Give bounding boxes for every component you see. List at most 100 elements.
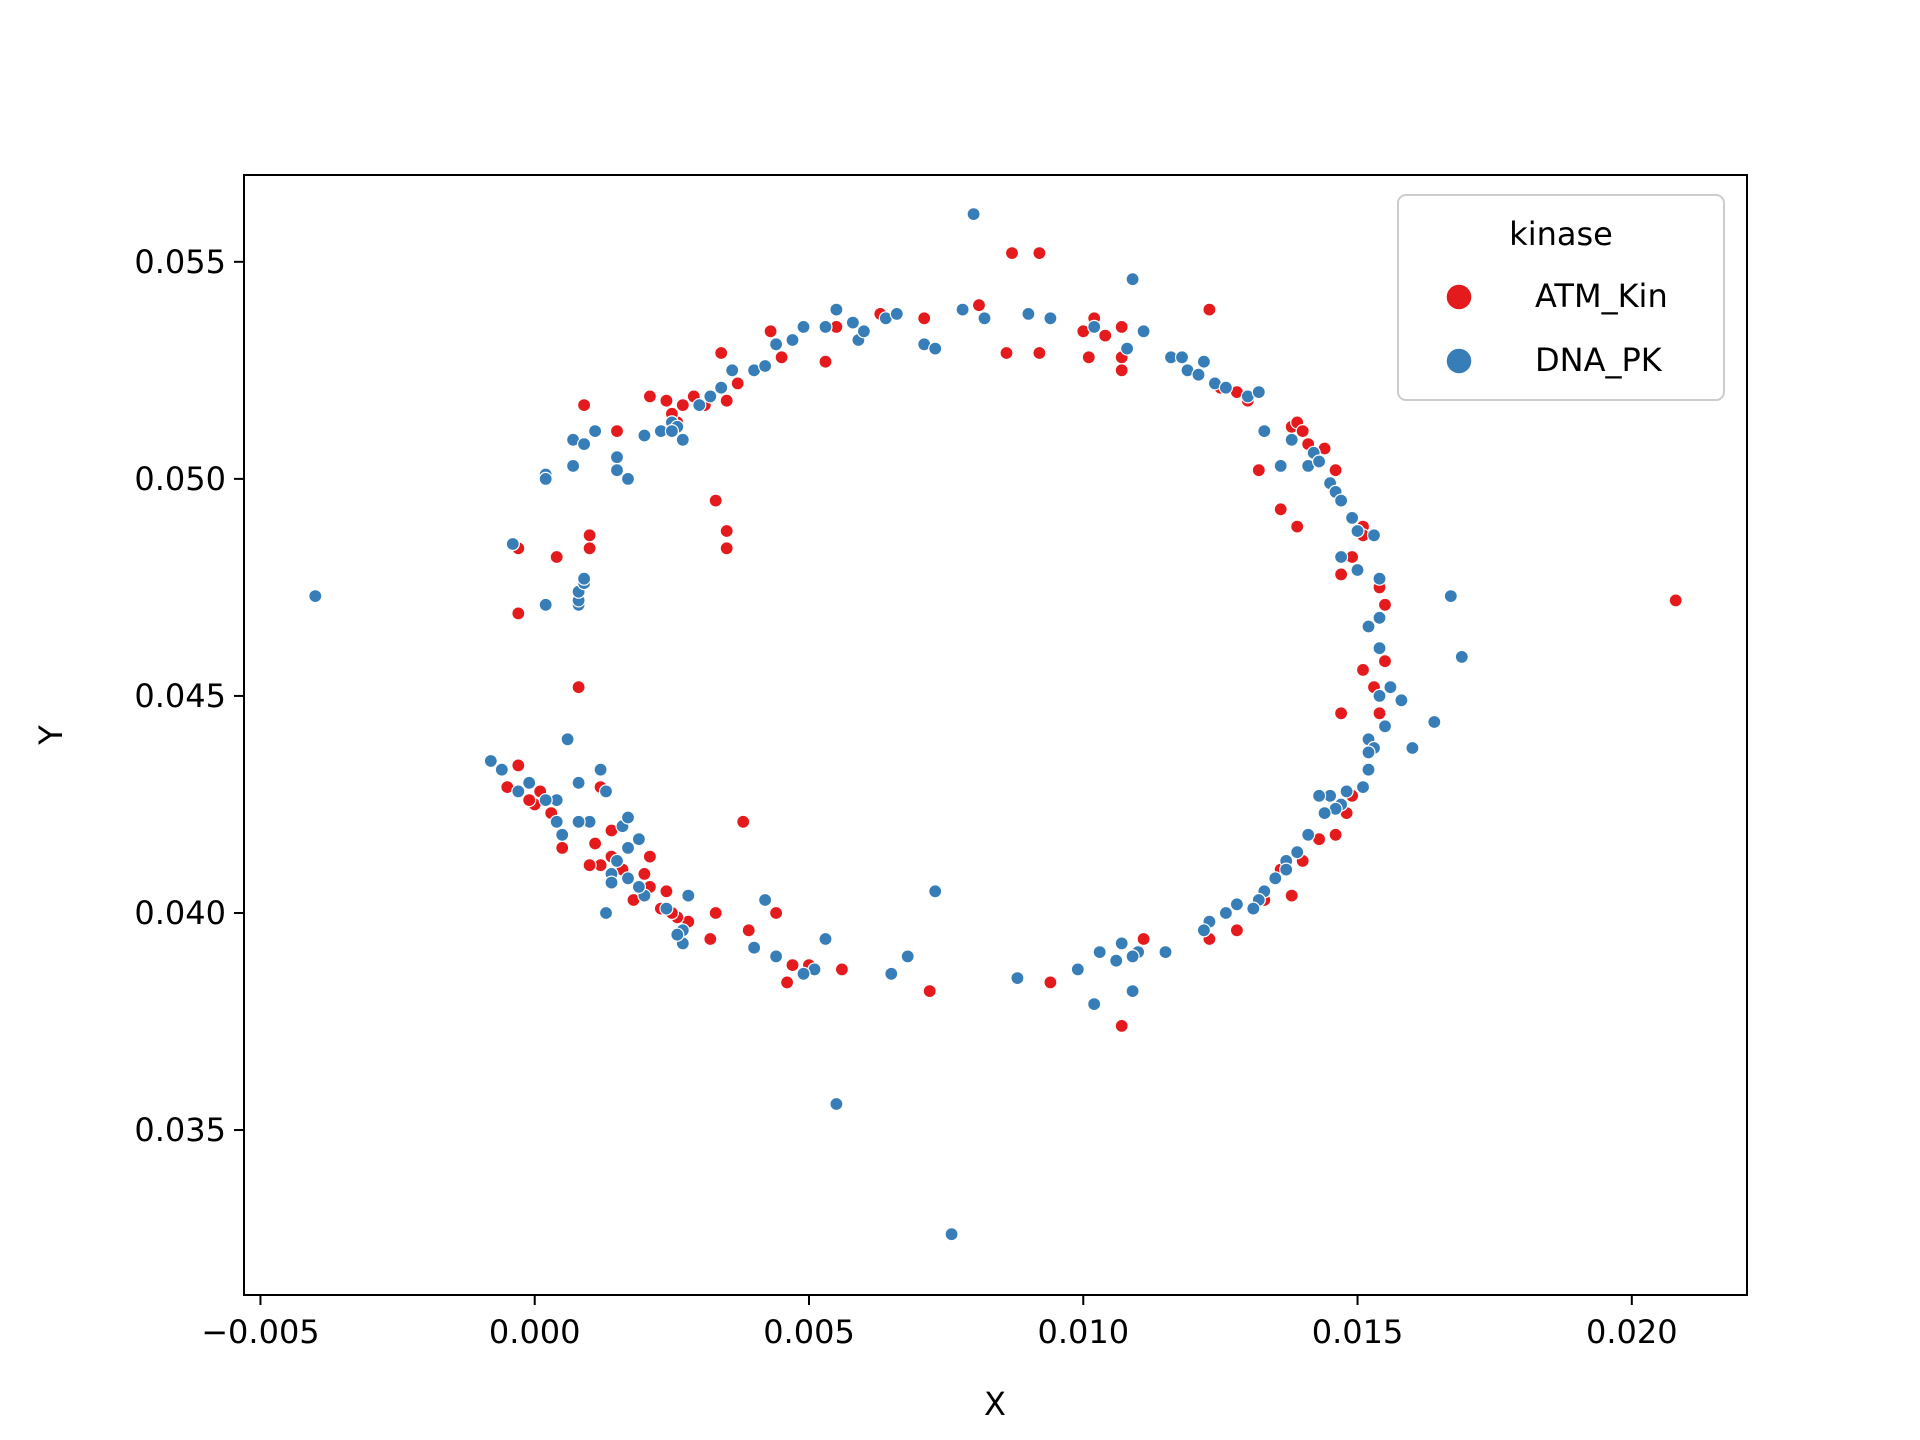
data-point <box>1394 693 1409 708</box>
data-point <box>1668 593 1683 608</box>
data-point <box>1372 641 1387 656</box>
data-point <box>1361 619 1376 634</box>
data-point <box>1114 936 1129 951</box>
data-point <box>1361 745 1376 760</box>
data-point <box>1454 649 1469 665</box>
data-point <box>664 424 680 439</box>
x-axis-ticks: −0.005 0.000 0.005 0.010 0.015 0.020 <box>201 1295 1678 1351</box>
y-tick-label: 0.050 <box>134 460 226 498</box>
data-point <box>1284 432 1299 447</box>
data-point <box>719 541 734 556</box>
legend-title: kinase <box>1509 215 1613 253</box>
data-point <box>609 424 625 439</box>
y-axis-ticks: 0.035 0.040 0.045 0.050 0.055 <box>134 243 244 1149</box>
series-dna-pk <box>308 207 1469 1242</box>
data-point <box>1087 996 1102 1012</box>
data-point <box>922 983 937 999</box>
data-point <box>1290 519 1305 534</box>
data-point <box>692 398 707 413</box>
data-point <box>571 775 586 790</box>
data-point <box>511 606 526 621</box>
data-point <box>549 549 564 565</box>
data-point <box>308 588 323 604</box>
plot-frame <box>243 174 1748 1296</box>
x-axis-label: X <box>984 1385 1006 1423</box>
data-point <box>1333 549 1349 565</box>
data-point <box>1070 962 1085 977</box>
legend-label-atm-kin: ATM_Kin <box>1535 277 1668 315</box>
data-point <box>714 380 729 395</box>
data-point <box>576 398 592 413</box>
data-point <box>1333 567 1349 582</box>
data-point <box>900 949 915 964</box>
x-tick-label: 0.005 <box>763 1313 855 1351</box>
data-point <box>1098 328 1113 343</box>
data-point <box>1295 424 1310 439</box>
data-point <box>576 437 592 452</box>
data-point <box>1004 246 1020 261</box>
data-point <box>928 884 943 899</box>
data-point <box>522 792 537 808</box>
data-point <box>1377 597 1393 612</box>
data-point <box>1229 923 1245 938</box>
data-point <box>1136 931 1151 947</box>
data-point <box>604 875 619 890</box>
data-point <box>1114 319 1129 334</box>
data-point <box>1284 888 1299 903</box>
data-point <box>884 966 899 981</box>
data-point <box>560 732 575 747</box>
data-point <box>966 207 981 222</box>
data-point <box>620 810 636 825</box>
data-point <box>1158 944 1173 960</box>
data-point <box>538 792 553 808</box>
data-point <box>505 536 520 552</box>
data-point <box>768 337 784 352</box>
data-point <box>1333 493 1349 508</box>
data-point <box>1246 901 1261 916</box>
data-point <box>631 879 647 895</box>
data-point <box>511 758 526 773</box>
data-point <box>659 393 674 408</box>
data-point <box>670 927 685 942</box>
data-point <box>1279 862 1294 877</box>
data-point <box>719 523 734 539</box>
data-point <box>494 762 509 777</box>
data-point <box>1273 458 1288 473</box>
data-point <box>977 311 992 326</box>
data-point <box>609 450 625 465</box>
data-point <box>796 319 811 334</box>
data-point <box>708 493 723 508</box>
data-point <box>1251 463 1266 478</box>
data-point <box>1372 610 1387 625</box>
data-point <box>1350 562 1365 578</box>
data-point <box>538 597 553 612</box>
data-point <box>609 463 625 478</box>
data-point <box>971 298 987 313</box>
data-point <box>1301 827 1316 842</box>
data-point <box>725 363 740 378</box>
data-point <box>955 302 970 317</box>
data-point <box>522 775 537 790</box>
data-point <box>1366 528 1382 543</box>
data-point <box>757 358 773 374</box>
data-point <box>1114 363 1129 378</box>
data-point <box>1032 246 1047 261</box>
data-point <box>1377 654 1393 669</box>
legend-label-dna-pk: DNA_PK <box>1535 341 1663 379</box>
data-point <box>620 840 636 856</box>
data-point <box>1010 970 1025 986</box>
data-point <box>1119 341 1135 356</box>
y-tick-label: 0.045 <box>134 677 226 715</box>
data-point <box>675 398 690 413</box>
data-point <box>763 324 778 339</box>
data-point <box>889 306 904 321</box>
x-tick-label: 0.010 <box>1037 1313 1129 1351</box>
data-point <box>774 350 789 365</box>
data-point <box>555 840 570 856</box>
data-point <box>708 905 723 921</box>
points-layer <box>308 207 1683 1242</box>
data-point <box>1372 571 1387 586</box>
data-point <box>571 814 586 829</box>
data-point <box>1109 953 1124 968</box>
